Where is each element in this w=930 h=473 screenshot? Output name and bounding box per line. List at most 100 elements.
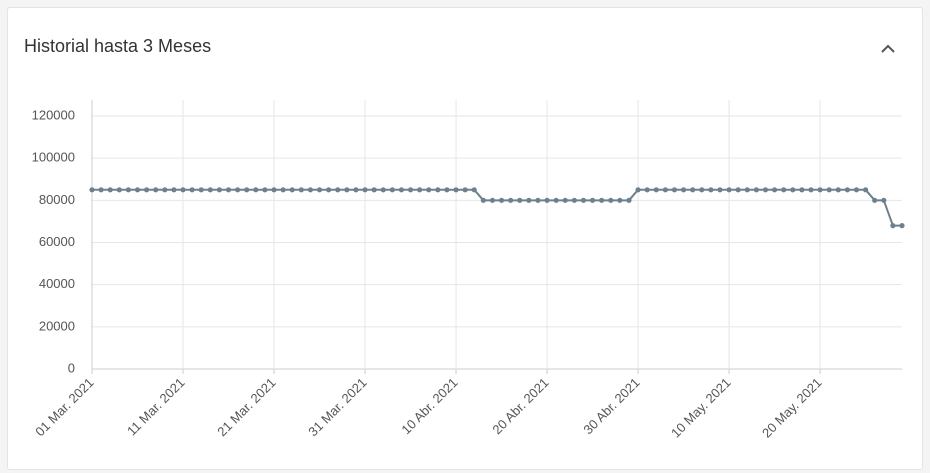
point: [517, 197, 523, 203]
point: [298, 187, 304, 193]
point: [781, 187, 787, 193]
point: [717, 187, 723, 193]
point: [835, 187, 841, 193]
point: [389, 187, 395, 193]
point: [280, 187, 286, 193]
point: [535, 197, 541, 203]
point: [899, 223, 905, 229]
point: [690, 187, 696, 193]
point: [617, 197, 623, 203]
point: [526, 197, 532, 203]
point: [726, 187, 732, 193]
point: [435, 187, 441, 193]
point: [853, 187, 860, 193]
point: [589, 197, 596, 203]
point: [207, 187, 213, 193]
point: [553, 197, 559, 203]
point: [489, 197, 496, 203]
point: [862, 187, 869, 193]
point: [808, 187, 814, 193]
point: [508, 197, 514, 203]
point: [626, 197, 632, 203]
point: [480, 197, 486, 203]
point: [881, 197, 887, 203]
y-tick-label: 100000: [32, 150, 75, 165]
point: [316, 187, 323, 193]
point: [444, 187, 450, 193]
x-tick-label: 31 Mar. 2021: [305, 375, 369, 439]
point: [380, 187, 386, 193]
point: [344, 187, 350, 193]
point: [680, 187, 687, 193]
point: [653, 187, 659, 193]
point: [599, 197, 605, 203]
y-tick-label: 20000: [39, 318, 75, 333]
point: [426, 187, 432, 193]
point: [744, 187, 750, 193]
point: [462, 187, 468, 193]
point: [362, 187, 368, 193]
point: [198, 187, 204, 193]
point: [171, 187, 177, 193]
point: [799, 187, 805, 193]
point: [189, 187, 195, 193]
point: [580, 197, 587, 203]
point: [307, 187, 314, 193]
point: [498, 197, 505, 203]
point: [453, 187, 459, 193]
grid: 0 20000 40000 60000 80000 100000 120000 01 Mar.…: [32, 100, 902, 441]
x-tick-label: 30 Abr. 2021: [580, 375, 642, 437]
x-tick-label: 10 Abr. 2021: [398, 375, 460, 437]
point: [134, 187, 141, 193]
point: [544, 197, 550, 203]
point: [371, 187, 377, 193]
point: [144, 187, 150, 193]
point: [417, 187, 423, 193]
point: [216, 187, 223, 193]
point: [398, 187, 405, 193]
marks: [89, 187, 905, 229]
y-tick-label: 120000: [32, 107, 75, 122]
point: [89, 187, 95, 193]
x-tick-label: 10 May. 2021: [668, 375, 734, 441]
point: [335, 187, 341, 193]
point: [153, 187, 159, 193]
point: [262, 187, 268, 193]
y-tick-label: 60000: [39, 234, 75, 249]
point: [890, 223, 896, 229]
point: [180, 187, 186, 193]
y-tick-label: 40000: [39, 276, 75, 291]
point: [699, 187, 705, 193]
point: [162, 187, 168, 193]
point: [844, 187, 850, 193]
point: [735, 187, 741, 193]
point: [790, 187, 796, 193]
point: [253, 187, 259, 193]
collapse-button[interactable]: [881, 44, 895, 53]
point: [662, 187, 668, 193]
point: [271, 187, 277, 193]
point: [98, 187, 104, 193]
point: [562, 197, 568, 203]
point: [244, 187, 250, 193]
point: [817, 187, 823, 193]
point: [635, 187, 641, 193]
y-tick-label: 80000: [39, 192, 75, 207]
card-title: Historial hasta 3 Meses: [24, 36, 211, 56]
point: [771, 187, 778, 193]
x-tick-label: 20 Abr. 2021: [489, 375, 551, 437]
y-tick-label: 0: [68, 360, 75, 375]
x-tick-label: 21 Mar. 2021: [214, 375, 278, 439]
point: [708, 187, 714, 193]
point: [107, 187, 113, 193]
point: [407, 187, 414, 193]
point: [571, 197, 577, 203]
x-tick-label: 01 Mar. 2021: [32, 375, 96, 439]
point: [235, 187, 241, 193]
point: [762, 187, 769, 193]
line: [92, 188, 902, 227]
x-tick-label: 20 May. 2021: [759, 375, 825, 441]
x-tick-label: 11 Mar. 2021: [124, 375, 188, 439]
card: [7, 7, 923, 470]
